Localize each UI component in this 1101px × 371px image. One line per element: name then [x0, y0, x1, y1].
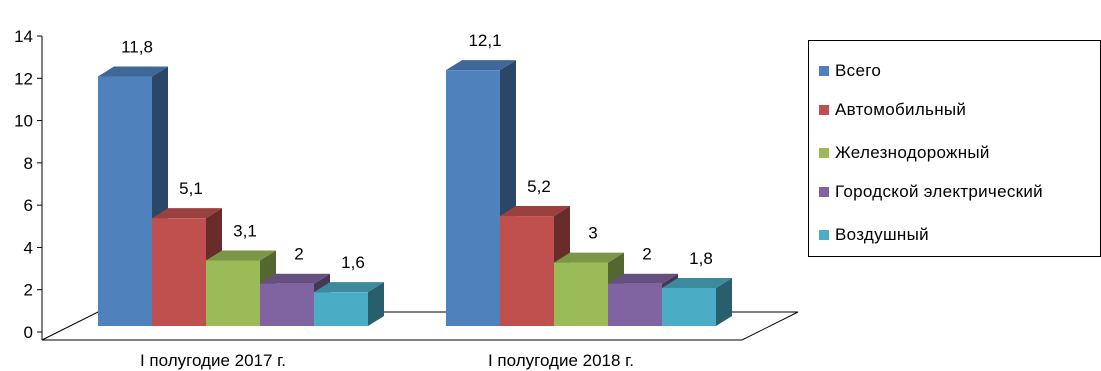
legend-item-urban-electric: Городской электрический — [819, 181, 1043, 203]
y-tick-label: 2 — [24, 281, 33, 300]
y-tick-label: 0 — [24, 323, 33, 342]
bar-top — [98, 66, 168, 77]
data-labels: 11,8 5,1 3,1 2 1,6 12,1 5,2 3 2 1,8 — [121, 31, 713, 272]
legend: Всего Автомобильный Железнодорожный Горо… — [808, 40, 1101, 257]
category-label: I полугодие 2018 г. — [488, 351, 634, 370]
legend-swatch — [819, 148, 829, 158]
bar-top — [446, 60, 516, 71]
category-label: I полугодие 2017 г. — [140, 351, 286, 370]
bar — [314, 282, 384, 326]
bar-top — [314, 282, 384, 293]
legend-swatch — [819, 105, 829, 115]
y-tick-label: 14 — [14, 27, 33, 46]
data-label: 2 — [294, 245, 303, 264]
bar-top — [608, 273, 678, 284]
y-tick-label: 4 — [24, 238, 33, 257]
legend-swatch — [819, 230, 829, 240]
data-label: 2 — [642, 245, 651, 264]
bar-front — [608, 283, 662, 326]
bar-front — [98, 76, 152, 326]
legend-item-total: Всего — [819, 60, 881, 82]
bar-front — [152, 218, 206, 326]
bar-front — [314, 292, 368, 326]
bar-top — [500, 206, 570, 217]
legend-swatch — [819, 187, 829, 197]
legend-swatch — [819, 66, 829, 76]
chart-plot: 0 2 4 6 8 10 12 14 11,8 5,1 3,1 2 1,6 12,1 5,2 3 2 1,8 I… — [14, 27, 799, 370]
bar — [662, 277, 732, 326]
bar-front — [446, 70, 500, 327]
legend-item-rail: Железнодорожный — [819, 142, 990, 164]
bar-side — [368, 282, 384, 326]
data-label: 5,1 — [179, 179, 203, 198]
bar-front — [500, 216, 554, 326]
bar-top — [152, 208, 222, 219]
bar-top — [662, 277, 732, 288]
y-tick-label: 6 — [24, 196, 33, 215]
bar-front — [554, 262, 608, 326]
bar-side — [716, 277, 732, 326]
y-axis: 0 2 4 6 8 10 12 14 — [14, 27, 43, 342]
data-label: 3 — [588, 224, 597, 243]
legend-item-air: Воздушный — [819, 224, 929, 246]
bar-top — [206, 250, 276, 261]
data-label: 3,1 — [233, 221, 257, 240]
legend-label: Городской электрический — [835, 182, 1043, 201]
bar-front — [206, 260, 260, 326]
bar-front — [662, 287, 716, 326]
bars — [98, 60, 732, 327]
legend-label: Воздушный — [835, 225, 929, 244]
legend-label: Автомобильный — [835, 100, 967, 119]
data-label: 1,6 — [341, 253, 365, 272]
data-label: 11,8 — [121, 38, 153, 57]
y-tick-label: 10 — [14, 112, 33, 131]
bar-top — [260, 273, 330, 284]
legend-item-road: Автомобильный — [819, 99, 966, 121]
data-label: 5,2 — [527, 177, 551, 196]
legend-label: Железнодорожный — [835, 143, 990, 162]
bar-top — [554, 252, 624, 263]
bar-front — [260, 283, 314, 326]
category-axis: I полугодие 2017 г. I полугодие 2018 г. — [140, 351, 634, 370]
y-tick-label: 8 — [24, 154, 33, 173]
data-label: 12,1 — [468, 31, 501, 50]
y-tick-label: 12 — [14, 69, 33, 88]
data-label: 1,8 — [689, 249, 713, 268]
legend-label: Всего — [835, 61, 882, 80]
